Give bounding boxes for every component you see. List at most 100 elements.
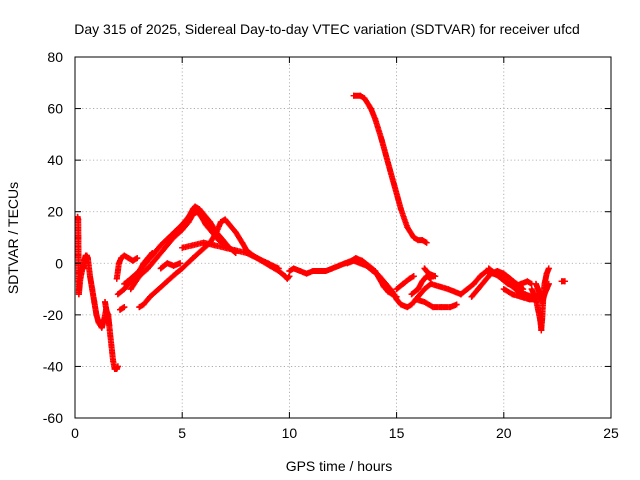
data-point <box>157 265 164 272</box>
data-point <box>189 211 196 218</box>
data-point <box>500 286 507 293</box>
data-point <box>344 260 351 267</box>
data-point <box>470 280 477 287</box>
data-point <box>436 283 443 290</box>
data-point <box>524 278 531 285</box>
data-point <box>528 286 535 293</box>
data-point <box>136 268 143 275</box>
data-point <box>421 286 428 293</box>
data-point <box>543 270 550 277</box>
data-point <box>113 275 120 282</box>
data-point <box>91 298 98 305</box>
data-point <box>198 247 205 254</box>
data-point <box>406 275 413 282</box>
data-point <box>526 296 533 303</box>
data-point <box>419 237 426 244</box>
x-tick-label: 10 <box>282 425 298 441</box>
data-point <box>511 283 518 290</box>
data-point <box>115 260 122 267</box>
chart-title: Day 315 of 2025, Sidereal Day-to-day VTE… <box>74 21 580 37</box>
data-point <box>430 304 437 311</box>
data-point <box>505 280 512 287</box>
data-point <box>378 136 385 143</box>
series-track-22 <box>500 286 539 303</box>
data-layer <box>74 92 568 373</box>
data-point <box>147 293 154 300</box>
series-track-03 <box>102 298 113 329</box>
data-point <box>498 275 505 282</box>
data-point <box>445 286 452 293</box>
data-point <box>140 301 147 308</box>
data-point <box>357 260 364 267</box>
data-point <box>98 324 105 331</box>
series-track-17 <box>421 265 439 280</box>
data-point <box>404 304 411 311</box>
data-point <box>410 273 417 280</box>
data-point <box>170 262 177 269</box>
data-point <box>264 260 271 267</box>
data-point <box>80 265 87 272</box>
data-point <box>207 219 214 226</box>
data-point <box>509 291 516 298</box>
data-point <box>102 298 109 305</box>
data-point <box>408 301 415 308</box>
data-point <box>134 255 141 262</box>
data-point <box>127 286 134 293</box>
data-point <box>157 242 164 249</box>
data-point <box>453 301 460 308</box>
data-point <box>475 286 482 293</box>
data-point <box>286 273 293 280</box>
data-point <box>202 221 209 228</box>
data-point <box>410 234 417 241</box>
series-track-25 <box>558 278 568 285</box>
x-tick-label: 15 <box>389 425 405 441</box>
data-point <box>545 280 552 287</box>
data-point <box>87 273 94 280</box>
x-tick-label: 0 <box>71 425 79 441</box>
data-point <box>464 286 471 293</box>
data-point <box>153 255 160 262</box>
data-point <box>118 255 125 262</box>
data-point <box>170 234 177 241</box>
data-point <box>93 311 100 318</box>
data-point <box>421 298 428 305</box>
y-tick-label: 20 <box>47 204 63 220</box>
data-point <box>421 265 428 272</box>
data-point <box>243 249 250 256</box>
data-point <box>106 322 113 329</box>
data-point <box>397 301 404 308</box>
data-point <box>136 273 143 280</box>
series-track-04 <box>113 252 141 282</box>
data-point <box>222 244 229 251</box>
data-point <box>189 255 196 262</box>
series-track-10 <box>121 249 156 287</box>
data-point <box>507 275 514 282</box>
data-point <box>485 265 492 272</box>
data-point <box>117 306 124 313</box>
data-point <box>232 229 239 236</box>
data-point <box>185 219 192 226</box>
data-point <box>179 244 186 251</box>
data-point <box>179 226 186 233</box>
series-track-21 <box>485 265 535 290</box>
data-point <box>468 293 475 300</box>
data-point <box>423 239 430 246</box>
data-point <box>541 291 548 298</box>
data-point <box>125 255 132 262</box>
data-point <box>215 237 222 244</box>
data-point <box>389 288 396 295</box>
data-point <box>155 286 162 293</box>
data-point <box>316 268 323 275</box>
tick-layer: 0 5 10 15 20 25 -60 -40 -20 0 20 40 60 80 <box>43 49 619 441</box>
data-point <box>393 286 400 293</box>
data-point <box>451 288 458 295</box>
series-track-09 <box>157 260 184 272</box>
data-point <box>121 252 128 259</box>
data-point <box>95 319 102 326</box>
data-point <box>144 265 151 272</box>
data-point <box>350 92 357 99</box>
data-point <box>539 311 546 318</box>
data-point <box>254 255 261 262</box>
data-point <box>427 280 434 287</box>
